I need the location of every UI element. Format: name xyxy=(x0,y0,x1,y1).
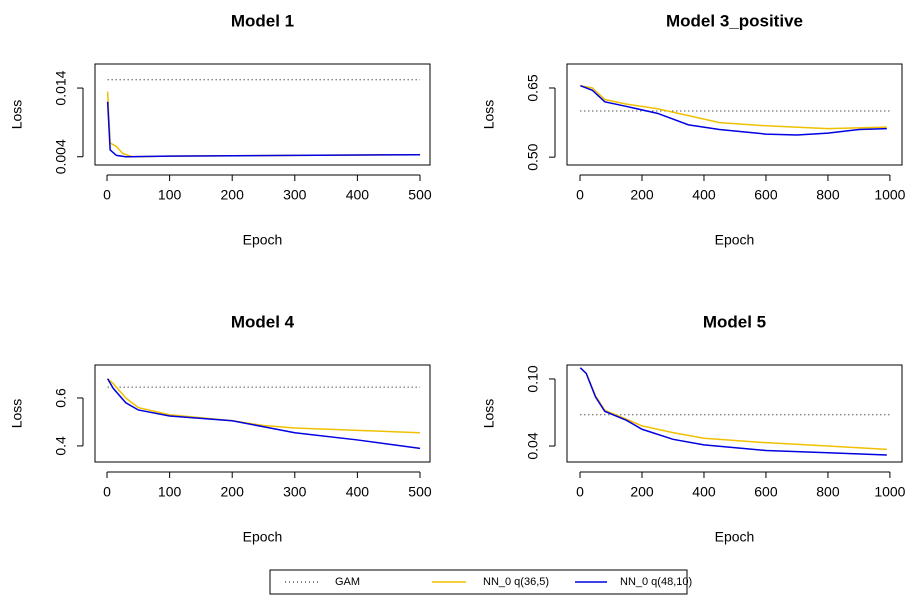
x-tick-label: 500 xyxy=(408,484,432,500)
series-line xyxy=(580,84,887,130)
y-axis-label: Loss xyxy=(481,100,497,130)
y-tick-label: 0.10 xyxy=(525,365,541,392)
y-tick-label: 0.014 xyxy=(53,70,69,105)
x-tick-label: 0 xyxy=(103,484,111,500)
x-tick-label: 200 xyxy=(630,484,654,500)
series-line xyxy=(106,101,420,158)
x-axis-label: Epoch xyxy=(243,529,283,545)
x-tick-label: 100 xyxy=(158,187,182,203)
chart-title: Model 1 xyxy=(231,11,294,30)
x-tick-label: 600 xyxy=(754,187,778,203)
plot-box xyxy=(94,63,431,166)
x-tick-label: 800 xyxy=(816,484,840,500)
x-tick-label: 1000 xyxy=(874,187,905,203)
x-tick-label: 500 xyxy=(408,187,432,203)
x-tick-label: 1000 xyxy=(874,484,905,500)
plot-box xyxy=(94,364,431,463)
y-axis-label: Loss xyxy=(9,100,25,130)
x-tick-label: 0 xyxy=(576,187,584,203)
series-line xyxy=(579,367,887,451)
y-tick-label: 0.6 xyxy=(53,388,69,408)
chart-title: Model 3_positive xyxy=(666,11,803,30)
x-tick-label: 300 xyxy=(283,484,307,500)
chart-title: Model 4 xyxy=(231,312,295,331)
x-tick-label: 0 xyxy=(576,484,584,500)
x-tick-label: 300 xyxy=(283,187,307,203)
x-tick-label: 400 xyxy=(346,187,370,203)
series-line xyxy=(106,91,420,158)
series-line xyxy=(579,367,887,456)
x-tick-label: 200 xyxy=(630,187,654,203)
plot-box xyxy=(566,63,903,166)
x-tick-label: 600 xyxy=(754,484,778,500)
x-axis-label: Epoch xyxy=(715,232,755,248)
y-tick-label: 0.4 xyxy=(53,436,69,456)
x-tick-label: 400 xyxy=(692,187,716,203)
x-axis-label: Epoch xyxy=(243,232,283,248)
x-axis-label: Epoch xyxy=(715,529,755,545)
x-tick-label: 100 xyxy=(158,484,182,500)
series-line xyxy=(580,84,887,136)
x-tick-label: 400 xyxy=(346,484,370,500)
legend-label: GAM xyxy=(335,576,360,588)
legend-label: NN_0 q(36,5) xyxy=(483,576,549,588)
x-tick-label: 0 xyxy=(103,187,111,203)
x-tick-label: 200 xyxy=(221,484,245,500)
legend-box xyxy=(269,569,688,595)
y-axis-label: Loss xyxy=(481,399,497,429)
y-tick-label: 0.004 xyxy=(53,139,69,174)
y-tick-label: 0.04 xyxy=(525,432,541,459)
y-tick-label: 0.65 xyxy=(525,74,541,101)
plot-box xyxy=(566,364,903,463)
x-tick-label: 400 xyxy=(692,484,716,500)
y-tick-label: 0.50 xyxy=(525,143,541,170)
x-tick-label: 200 xyxy=(221,187,245,203)
series-line xyxy=(106,378,421,450)
x-tick-label: 800 xyxy=(816,187,840,203)
y-axis-label: Loss xyxy=(9,399,25,429)
legend-label: NN_0 q(48,10) xyxy=(620,576,692,588)
chart-title: Model 5 xyxy=(703,312,766,331)
